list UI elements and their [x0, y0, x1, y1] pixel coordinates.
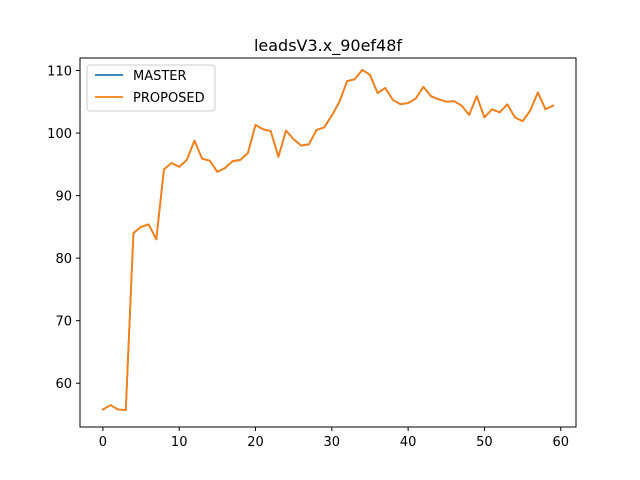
x-tick-label: 60 [552, 435, 569, 450]
series-line-proposed [101, 68, 555, 412]
x-tick-label: 50 [476, 435, 493, 450]
y-tick-label: 90 [55, 190, 72, 205]
x-tick-label: 10 [171, 435, 188, 450]
series-layer [101, 68, 555, 412]
y-tick-label: 70 [55, 315, 72, 330]
x-tick-label: 20 [247, 435, 264, 450]
axes-frame [79, 57, 577, 428]
y-tick-label: 100 [47, 127, 72, 142]
chart-title: leadsV3.x_90ef48f [254, 36, 402, 56]
x-tick-label: 40 [400, 435, 417, 450]
legend-box [86, 64, 216, 112]
legend: MASTER PROPOSED [86, 64, 216, 112]
legend-label-proposed: PROPOSED [133, 91, 205, 106]
x-tick-label: 0 [99, 435, 107, 450]
x-axis: 0 10 20 30 40 50 60 [99, 427, 569, 450]
x-tick-label: 30 [324, 435, 341, 450]
y-tick-label: 110 [47, 65, 72, 80]
y-tick-label: 60 [55, 377, 72, 392]
y-axis: 60 70 80 90 100 110 [47, 65, 80, 392]
y-tick-label: 80 [55, 252, 72, 267]
legend-label-master: MASTER [133, 69, 187, 84]
